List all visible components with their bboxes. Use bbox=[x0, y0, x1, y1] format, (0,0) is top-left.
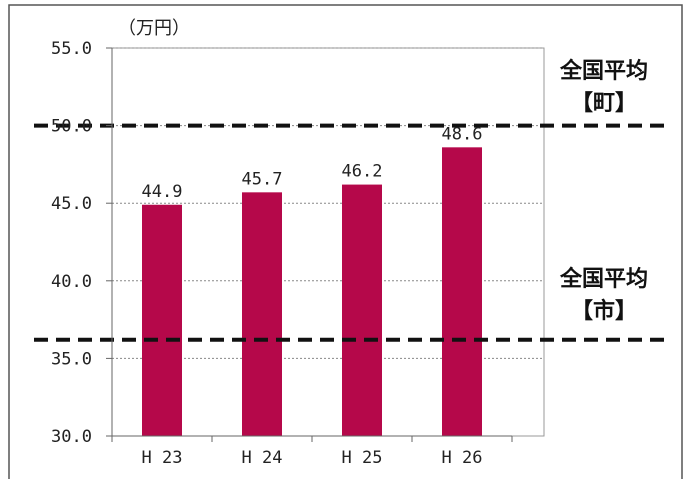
data-label: 45.7 bbox=[242, 169, 283, 189]
y-tick-label: 35.0 bbox=[51, 349, 92, 369]
x-tick-label: H 23 bbox=[142, 448, 183, 468]
ref-label-town-line1: 全国平均 bbox=[559, 58, 648, 84]
y-tick-label: 50.0 bbox=[51, 117, 92, 137]
y-tick-label: 45.0 bbox=[51, 194, 92, 214]
x-tick-label: H 26 bbox=[442, 448, 483, 468]
x-tick-labels: H 23 H 24 H 25 H 26 bbox=[111, 436, 513, 468]
data-label: 48.6 bbox=[442, 124, 483, 144]
x-tick-label: H 25 bbox=[342, 448, 383, 468]
ref-label-city-line2: 【市】 bbox=[571, 298, 637, 324]
data-label: 44.9 bbox=[142, 182, 183, 202]
y-tick-label: 40.0 bbox=[51, 272, 92, 292]
y-unit-label: （万円） bbox=[118, 18, 190, 39]
data-label: 46.2 bbox=[342, 162, 383, 182]
y-tick-label: 55.0 bbox=[51, 39, 92, 59]
bar-h26 bbox=[442, 147, 482, 436]
chart-frame-border bbox=[8, 4, 683, 479]
data-labels: 44.9 45.7 46.2 48.6 bbox=[142, 124, 483, 201]
ref-label-town-line2: 【町】 bbox=[571, 91, 637, 116]
bar-h24 bbox=[242, 192, 282, 436]
reference-lines bbox=[34, 123, 664, 342]
x-tick-label: H 24 bbox=[242, 448, 283, 468]
ref-label-city-line1: 全国平均 bbox=[559, 266, 648, 292]
bar-h25 bbox=[342, 184, 382, 436]
y-tick-label: 30.0 bbox=[51, 427, 92, 447]
y-tick-labels: 30.0 35.0 40.0 45.0 50.0 55.0 bbox=[51, 39, 112, 447]
bar-h23 bbox=[142, 204, 182, 436]
bars bbox=[142, 147, 482, 436]
